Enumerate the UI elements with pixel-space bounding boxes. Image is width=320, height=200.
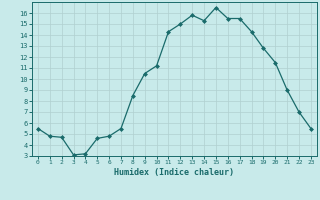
X-axis label: Humidex (Indice chaleur): Humidex (Indice chaleur) <box>115 168 234 177</box>
